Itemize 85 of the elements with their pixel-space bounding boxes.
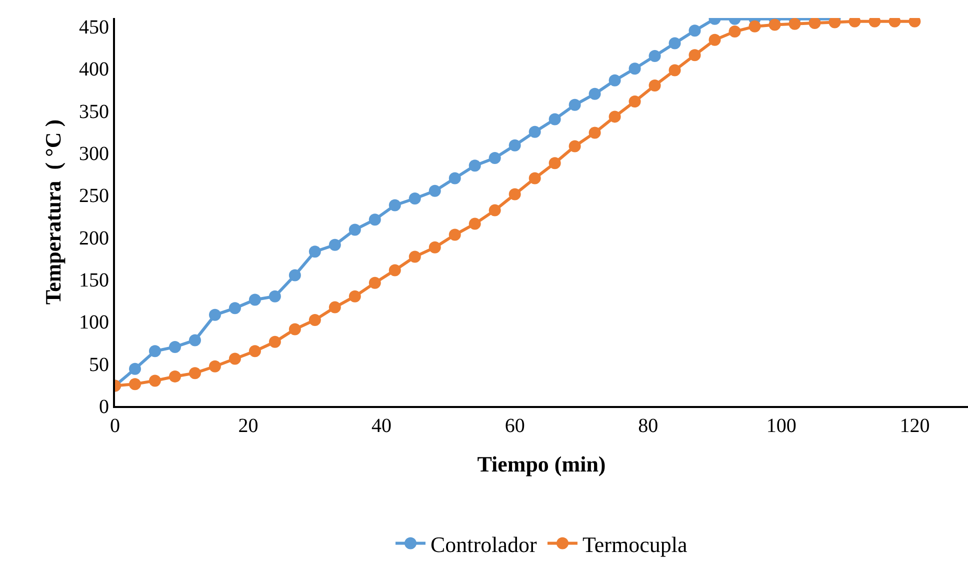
legend-label: Termocupla xyxy=(582,532,688,557)
point xyxy=(408,250,421,263)
point xyxy=(148,374,161,387)
y-tick-label: 200 xyxy=(79,227,109,250)
y-tick-label: 350 xyxy=(79,100,109,123)
point xyxy=(468,160,481,172)
point xyxy=(608,110,621,123)
point xyxy=(228,302,241,314)
x-tick-label: 60 xyxy=(504,415,525,437)
point xyxy=(628,96,641,108)
point xyxy=(548,157,561,170)
point xyxy=(348,290,361,302)
point xyxy=(648,50,661,62)
x-tick-label: 20 xyxy=(238,415,258,437)
point xyxy=(128,362,141,375)
point xyxy=(608,74,621,86)
y-tick-label: 50 xyxy=(89,354,109,376)
point xyxy=(488,152,501,164)
point xyxy=(148,345,161,358)
y-tick-label: 300 xyxy=(79,142,109,165)
point xyxy=(408,192,421,204)
point xyxy=(688,49,701,62)
point xyxy=(208,308,221,321)
point xyxy=(288,269,301,282)
point xyxy=(768,18,781,31)
point xyxy=(668,64,681,76)
point xyxy=(428,184,441,197)
point xyxy=(588,88,601,100)
point xyxy=(188,334,201,346)
y-tick-label: 400 xyxy=(79,58,109,81)
y-tick-label: 0 xyxy=(99,396,109,418)
point xyxy=(648,79,661,92)
point xyxy=(268,336,281,348)
point xyxy=(248,345,261,358)
point xyxy=(448,172,461,184)
point xyxy=(168,370,181,382)
y-tick-label: 450 xyxy=(79,16,109,38)
point xyxy=(568,98,581,111)
point xyxy=(448,228,461,241)
point xyxy=(328,238,341,251)
point xyxy=(428,241,441,254)
y-tick-label: 150 xyxy=(79,269,109,292)
point xyxy=(168,340,181,353)
point xyxy=(308,314,321,326)
point xyxy=(828,18,841,28)
point xyxy=(628,62,641,75)
point xyxy=(468,218,481,230)
point xyxy=(548,113,561,126)
point xyxy=(508,139,521,152)
y-tick-label: 250 xyxy=(79,185,109,208)
point xyxy=(528,126,541,138)
point xyxy=(188,367,201,380)
point xyxy=(808,18,821,30)
point xyxy=(668,37,681,50)
x-tick-label: 100 xyxy=(766,415,796,437)
point xyxy=(228,352,241,365)
y-tick-label: 100 xyxy=(79,312,109,334)
point xyxy=(368,276,381,289)
point xyxy=(728,26,741,38)
point xyxy=(368,214,381,226)
x-tick-label: 40 xyxy=(372,415,392,437)
x-tick-label: 120 xyxy=(900,415,930,437)
point xyxy=(488,204,501,216)
x-tick-label: 80 xyxy=(638,415,658,437)
point xyxy=(388,264,401,276)
point xyxy=(248,294,261,306)
point xyxy=(748,20,761,32)
point xyxy=(348,224,361,236)
point xyxy=(688,24,701,37)
x-axis-title: Tiempo (min) xyxy=(477,451,606,476)
point xyxy=(208,360,221,372)
point xyxy=(708,34,721,46)
point xyxy=(788,18,801,30)
point xyxy=(588,126,601,139)
point xyxy=(508,188,521,200)
y-axis-title: Temperatura ( °C ) xyxy=(40,119,66,305)
legend-label: Controlador xyxy=(430,532,538,557)
point xyxy=(128,378,141,390)
point xyxy=(568,140,581,152)
point xyxy=(528,172,541,184)
point xyxy=(268,290,281,302)
point xyxy=(388,199,401,212)
point xyxy=(308,246,321,258)
point xyxy=(288,323,301,336)
point xyxy=(328,301,341,314)
